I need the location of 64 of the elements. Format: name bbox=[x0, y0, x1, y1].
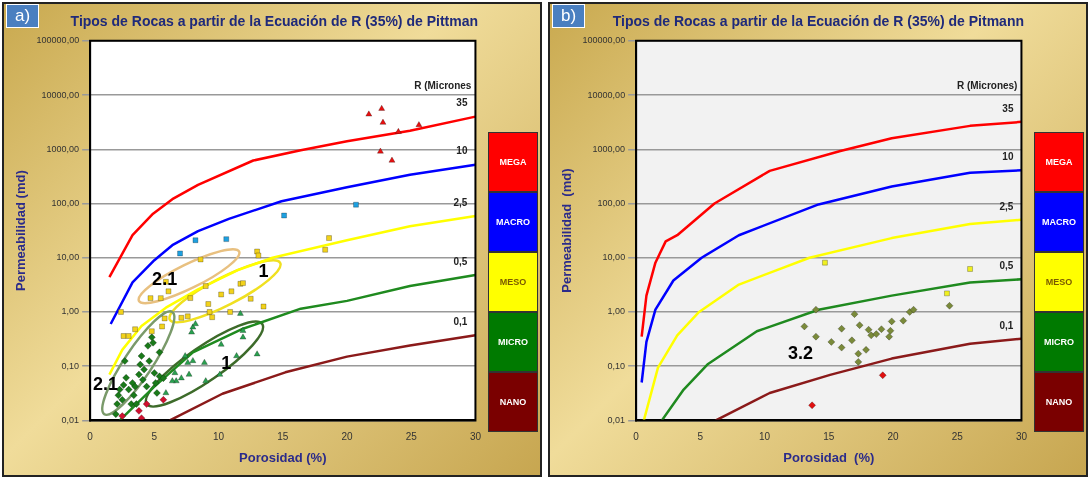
x-axis-title: Porosidad (%) bbox=[783, 449, 875, 465]
series-label: 10 bbox=[1002, 151, 1014, 163]
x-tick-label: 10 bbox=[759, 431, 771, 443]
text: MESO bbox=[1034, 252, 1084, 312]
annotation: 3.2 bbox=[788, 342, 814, 363]
y-tick-label: 10,00 bbox=[56, 252, 80, 263]
y-tick-label: 10000,00 bbox=[587, 89, 626, 100]
text: NANO bbox=[1034, 372, 1084, 432]
text: MICRO bbox=[488, 312, 538, 372]
y-tick-label: 100,00 bbox=[597, 197, 626, 208]
chart-title: Tipos de Rocas a partir de la Ecuación de R (35%) de Pitmann bbox=[612, 13, 1024, 30]
annotation: 1 bbox=[221, 352, 232, 373]
x-tick-label: 25 bbox=[951, 431, 964, 443]
x-tick-label: 15 bbox=[823, 431, 835, 443]
y-tick-label: 0,01 bbox=[61, 414, 80, 425]
y-tick-label: 0,10 bbox=[607, 360, 626, 371]
y-tick-label: 100000,00 bbox=[582, 35, 626, 46]
series-label: 35 bbox=[456, 97, 468, 109]
text: MESO bbox=[488, 252, 538, 312]
series-label: 0,5 bbox=[453, 255, 468, 267]
series-label: 2,5 bbox=[999, 200, 1014, 212]
text: b) bbox=[552, 4, 586, 28]
x-tick-label: 25 bbox=[405, 431, 418, 443]
y-tick-label: 1,00 bbox=[607, 306, 626, 317]
series-label: 2,5 bbox=[453, 196, 468, 208]
y-tick-label: 0,10 bbox=[61, 360, 80, 371]
y-tick-label: 1000,00 bbox=[592, 143, 626, 154]
y-tick-label: 1000,00 bbox=[46, 143, 80, 154]
x-tick-label: 0 bbox=[87, 431, 94, 443]
y-tick-label: 10,00 bbox=[602, 252, 626, 263]
text: MACRO bbox=[488, 192, 538, 252]
chart-title: Tipos de Rocas a partir de la Ecuación de R (35%) de Pittman bbox=[70, 13, 478, 30]
text: a) bbox=[6, 4, 40, 28]
text: MACRO bbox=[1034, 192, 1084, 252]
text: NANO bbox=[488, 372, 538, 432]
y-tick-label: 100000,00 bbox=[36, 35, 80, 46]
x-tick-label: 20 bbox=[887, 431, 900, 443]
annotation: 2.1 bbox=[152, 269, 178, 290]
text: MICRO bbox=[1034, 312, 1084, 372]
y-tick-label: 0,01 bbox=[607, 414, 626, 425]
series-label: 10 bbox=[456, 145, 468, 157]
x-tick-label: 30 bbox=[1015, 431, 1028, 443]
series-label: 0,1 bbox=[999, 319, 1014, 331]
x-axis-title: Porosidad (%) bbox=[239, 449, 327, 465]
legend-title: R (Micrones) bbox=[956, 79, 1018, 91]
y-tick-label: 100,00 bbox=[51, 197, 80, 208]
annotation: 1 bbox=[258, 260, 269, 281]
x-tick-label: 10 bbox=[213, 431, 225, 443]
text: MEGA bbox=[488, 132, 538, 192]
text: MEGA bbox=[1034, 132, 1084, 192]
x-tick-label: 5 bbox=[697, 431, 704, 443]
y-axis-title: Permeabilidad (md) bbox=[13, 170, 29, 291]
x-tick-label: 20 bbox=[341, 431, 354, 443]
series-label: 0,5 bbox=[999, 260, 1014, 272]
y-axis-title: Permeabilidad (md) bbox=[559, 168, 575, 293]
y-tick-label: 1,00 bbox=[61, 306, 80, 317]
y-tick-label: 10000,00 bbox=[41, 89, 80, 100]
x-tick-label: 5 bbox=[151, 431, 158, 443]
series-label: 0,1 bbox=[453, 316, 468, 328]
x-tick-label: 30 bbox=[469, 431, 482, 443]
x-tick-label: 15 bbox=[277, 431, 289, 443]
x-tick-label: 0 bbox=[633, 431, 640, 443]
series-label: 35 bbox=[1002, 102, 1014, 114]
legend-title: R (Micrones bbox=[414, 79, 472, 91]
